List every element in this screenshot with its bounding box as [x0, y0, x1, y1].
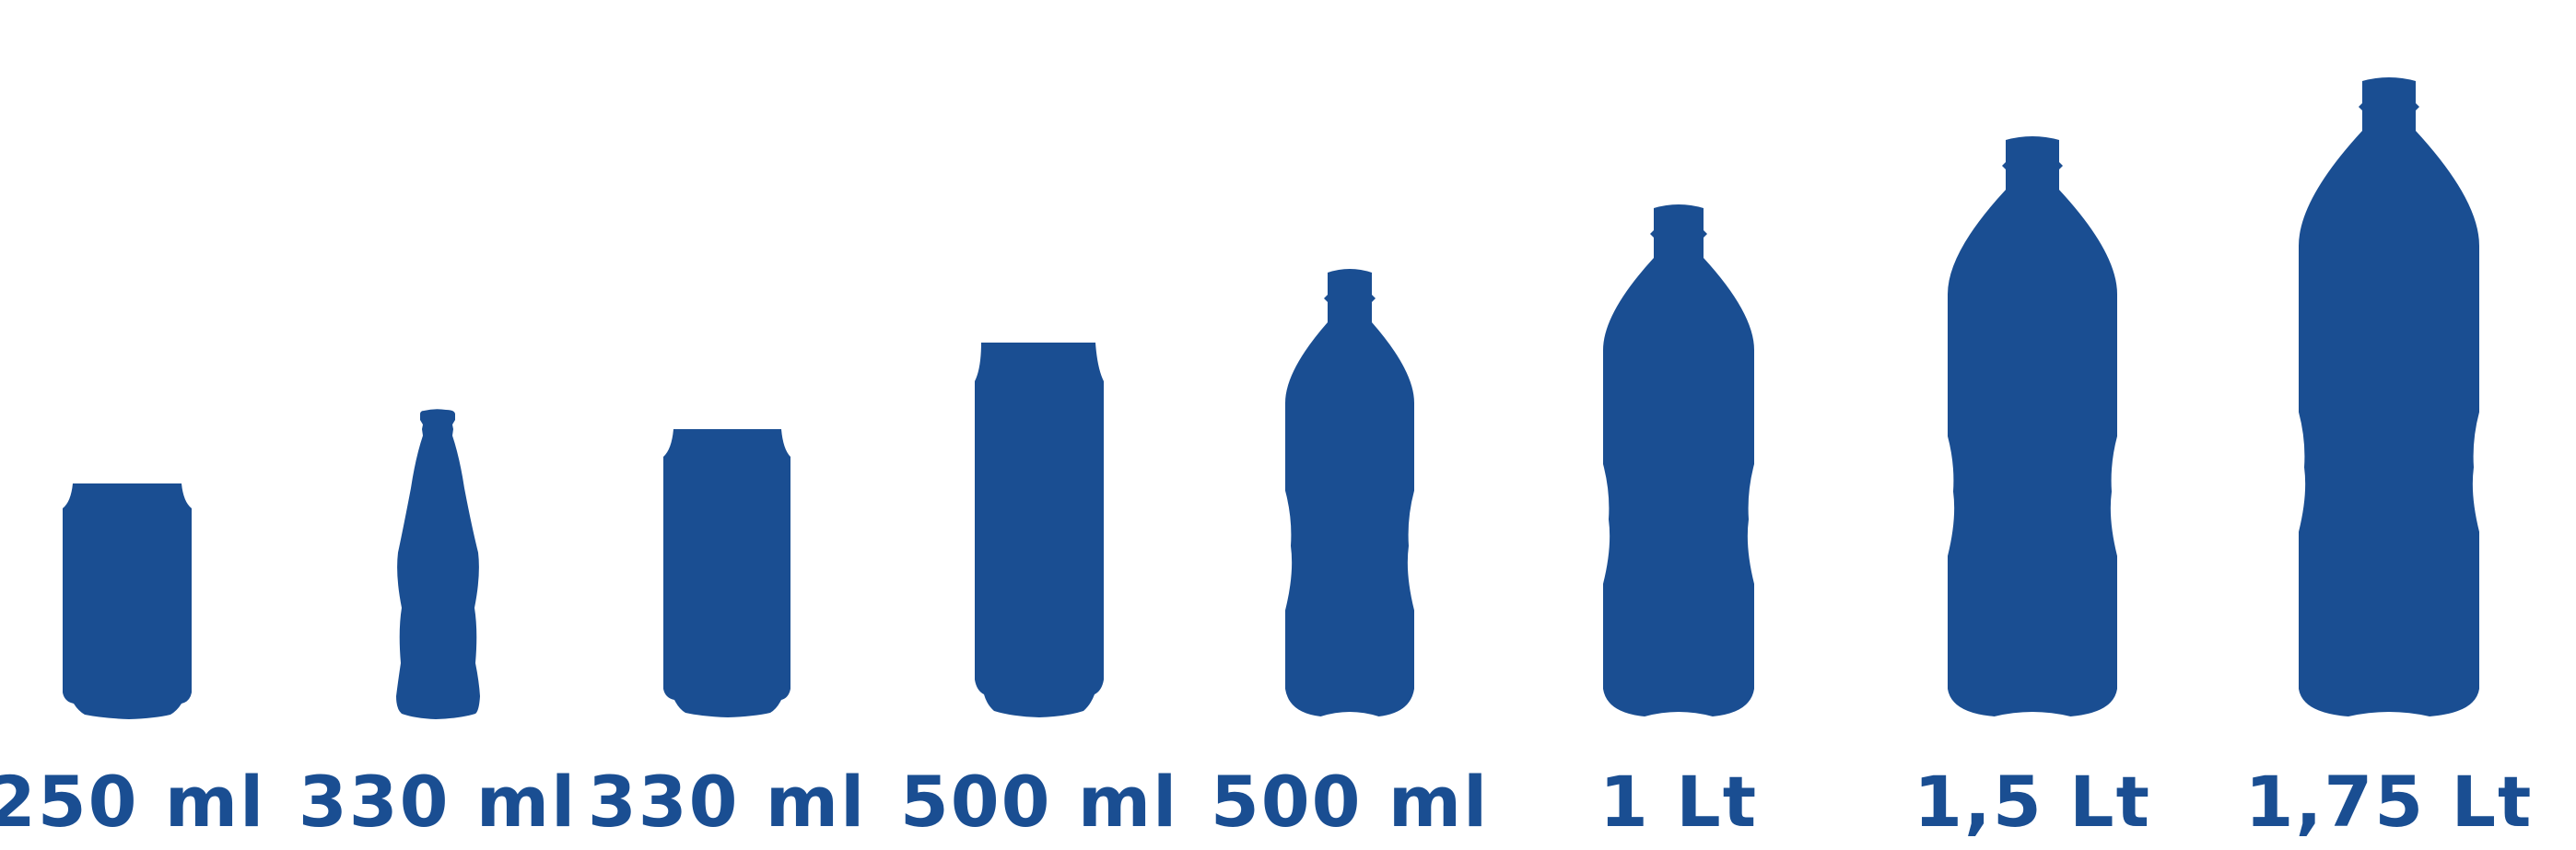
size-label: 250 ml [0, 761, 266, 843]
bottle-330ml-icon [396, 409, 480, 719]
size-label: 1,5 Lt [1914, 761, 2151, 843]
can-250ml-icon [63, 483, 192, 719]
bottle-1lt-icon [1603, 204, 1754, 716]
bottle-1-75lt-icon [2299, 77, 2479, 716]
can-500ml-icon [975, 343, 1104, 717]
size-label: 330 ml [298, 761, 578, 843]
size-label: 500 ml [899, 761, 1179, 843]
bottle-1-5lt-icon [1948, 136, 2117, 716]
bottle-500ml-icon [1285, 269, 1414, 716]
size-label: 1 Lt [1598, 761, 1759, 843]
size-label: 1,75 Lt [2244, 761, 2534, 843]
size-label: 500 ml [1210, 761, 1490, 843]
size-label: 330 ml [587, 761, 867, 843]
can-330ml-icon [663, 429, 790, 717]
